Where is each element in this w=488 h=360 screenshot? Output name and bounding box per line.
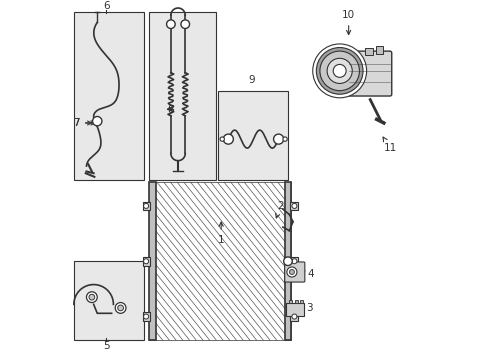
Bar (74, 12, 143, 180)
Bar (294, 300, 297, 303)
Bar (375, 46, 383, 54)
Circle shape (181, 20, 189, 28)
Circle shape (92, 117, 102, 126)
Circle shape (291, 203, 296, 208)
Circle shape (223, 134, 233, 144)
Bar (290, 202, 297, 210)
Text: 6: 6 (102, 1, 109, 11)
Circle shape (143, 314, 148, 319)
Bar (300, 300, 303, 303)
Bar (290, 257, 297, 266)
Text: 9: 9 (248, 75, 254, 85)
Circle shape (86, 292, 97, 302)
Text: 10: 10 (342, 10, 354, 35)
Bar (149, 182, 290, 340)
Circle shape (273, 134, 283, 144)
Circle shape (332, 64, 346, 77)
Circle shape (312, 44, 366, 98)
Circle shape (283, 137, 286, 141)
Circle shape (291, 259, 296, 264)
Circle shape (326, 58, 351, 84)
Circle shape (143, 203, 148, 208)
Bar (217, 91, 287, 180)
Circle shape (319, 51, 359, 91)
Bar (142, 312, 150, 321)
Circle shape (286, 267, 296, 277)
Bar (364, 48, 372, 55)
Circle shape (220, 137, 224, 141)
Bar (285, 303, 304, 316)
Circle shape (115, 302, 126, 313)
Circle shape (291, 314, 296, 319)
Bar (284, 182, 290, 340)
Text: 1: 1 (217, 222, 224, 245)
Text: 7: 7 (74, 118, 91, 128)
Circle shape (166, 20, 175, 28)
Bar (290, 312, 297, 321)
Circle shape (316, 48, 362, 94)
Text: 8: 8 (167, 105, 174, 116)
Bar (289, 300, 292, 303)
Text: 2: 2 (275, 201, 283, 218)
Bar (142, 257, 150, 266)
Circle shape (143, 259, 148, 264)
Circle shape (118, 305, 123, 311)
Bar (74, 261, 143, 340)
Bar (142, 202, 150, 210)
Circle shape (89, 294, 95, 300)
Text: 4: 4 (300, 269, 314, 279)
Text: 3: 3 (298, 303, 312, 313)
Text: 7: 7 (73, 118, 95, 128)
Circle shape (283, 257, 292, 266)
Text: 11: 11 (382, 137, 396, 153)
Circle shape (289, 270, 294, 275)
Bar (149, 182, 156, 340)
FancyBboxPatch shape (284, 262, 304, 282)
FancyBboxPatch shape (346, 51, 391, 96)
Text: 5: 5 (102, 341, 109, 351)
Bar (149, 12, 215, 180)
